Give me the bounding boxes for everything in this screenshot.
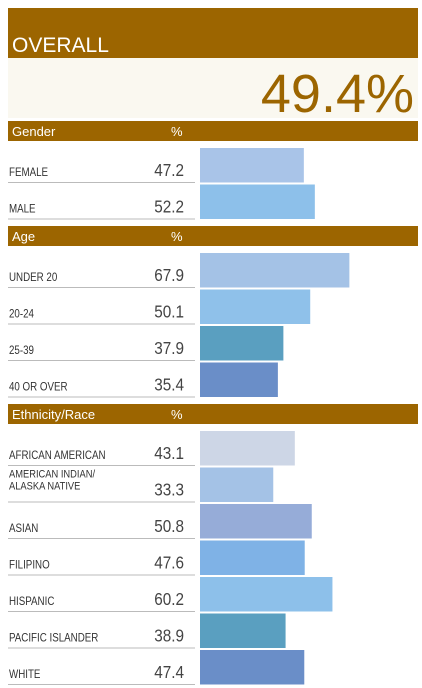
row-value: 38.9 [154,625,184,645]
bar [200,650,305,685]
bar [200,148,304,183]
section-title: Ethnicity/Race [12,407,95,422]
overall-box [8,58,418,118]
section-header [8,226,418,246]
bar [200,289,311,324]
row-value: 47.6 [154,552,184,572]
row-label: FILIPINO [9,559,50,572]
row-label: 20-24 [9,308,34,321]
bar [200,540,305,575]
row-label: UNDER 20 [9,271,57,284]
row-label: HISPANIC [9,595,55,608]
bar [200,326,284,361]
section-title: Gender [12,124,56,139]
row-label: FEMALE [9,166,48,179]
bar [200,613,286,648]
row-label: ALASKA NATIVE [9,481,81,493]
row-value: 43.1 [154,443,184,463]
bar [200,362,278,397]
bar [200,504,312,539]
section-unit: % [171,124,183,139]
row-value: 50.1 [154,301,184,321]
bar [200,184,315,219]
row-value: 67.9 [154,265,184,285]
section-title: Age [12,229,35,244]
row-value: 50.8 [154,516,184,536]
section-unit: % [171,407,183,422]
row-label: MALE [9,203,36,216]
section-header [8,121,418,141]
row-label: 40 OR OVER [9,381,68,394]
row-label: ASIAN [9,522,38,535]
row-value: 37.9 [154,338,184,358]
bar [200,253,350,288]
row-value: 33.3 [154,479,184,499]
row-value: 35.4 [154,374,184,394]
section-header [8,404,418,424]
row-value: 52.2 [154,196,184,216]
row-label: AMERICAN INDIAN/ [9,469,95,481]
overall-value: 49.4% [261,64,414,124]
row-value: 47.4 [154,662,184,682]
bar [200,431,295,466]
overall-title: OVERALL [12,34,109,57]
section-unit: % [171,229,183,244]
overall-header [8,8,418,58]
row-label: WHITE [9,668,40,681]
bar [200,577,333,612]
row-label: 25-39 [9,344,34,357]
bar [200,467,274,502]
row-value: 47.2 [154,160,184,180]
row-label: PACIFIC ISLANDER [9,632,99,645]
row-label: AFRICAN AMERICAN [9,449,106,462]
row-value: 60.2 [154,589,184,609]
